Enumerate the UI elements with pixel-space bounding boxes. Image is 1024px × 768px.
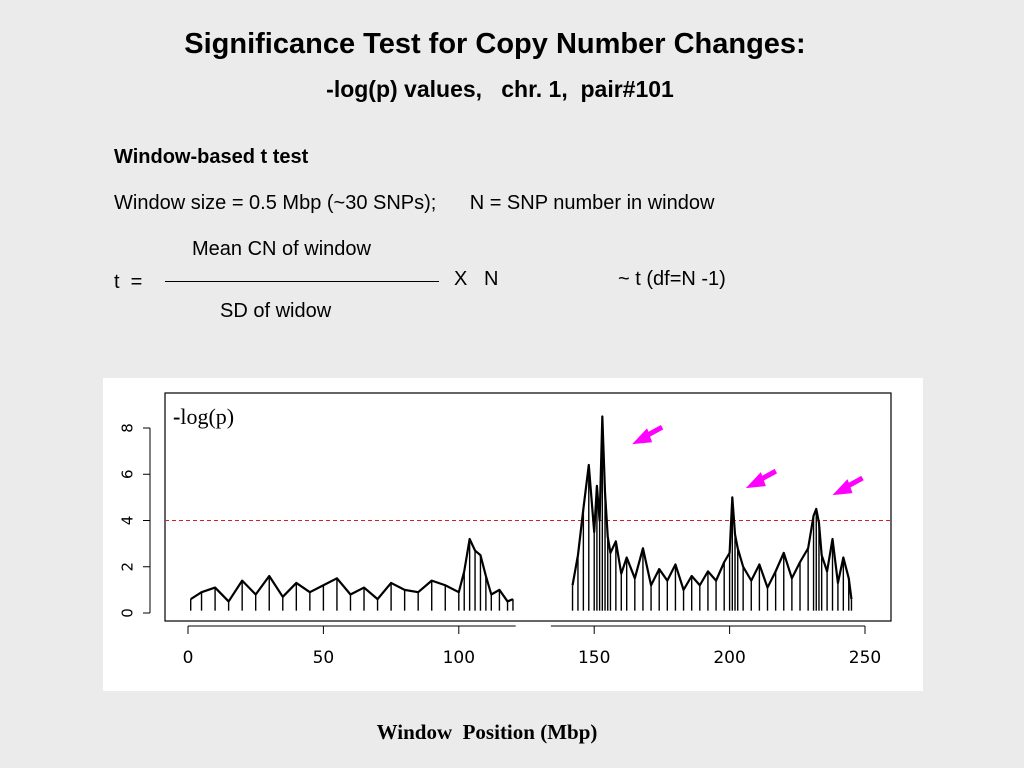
- formula-lhs: t =: [114, 271, 143, 293]
- formula-distribution: ~ t (df=N -1): [618, 268, 726, 290]
- x-tick-label: 150: [578, 648, 610, 668]
- page-subtitle: -log(p) values, chr. 1, pair#101: [326, 76, 674, 102]
- fraction-bar: [165, 281, 439, 282]
- highlight-arrow-head-0: [632, 428, 653, 445]
- y-tick-label: 2: [119, 562, 137, 572]
- plot-panel: 0 2 4 6 8 0 50 100 150 200 250 -log(p): [103, 378, 923, 691]
- formula-denominator: SD of widow: [220, 300, 332, 322]
- window-size-text: Window size = 0.5 Mbp (~30 SNPs); N = SN…: [114, 192, 715, 214]
- x-tick-label: 100: [443, 648, 475, 668]
- x-tick-label: 200: [713, 648, 745, 668]
- x-tick-label: 0: [183, 648, 194, 668]
- highlight-arrow-head-2: [832, 479, 853, 496]
- chart-annotation: -log(p): [173, 404, 234, 429]
- signal-series-0-segment-1: [571, 415, 853, 600]
- significance-chart: 0 2 4 6 8 0 50 100 150 200 250 -log(p): [119, 392, 892, 668]
- page-title: Significance Test for Copy Number Change…: [184, 28, 806, 60]
- section-heading: Window-based t test: [114, 146, 309, 168]
- y-tick-label: 6: [119, 469, 137, 479]
- highlight-arrow-head-1: [745, 472, 766, 489]
- formula-numerator: Mean CN of window: [192, 238, 371, 260]
- x-tick-label: 250: [849, 648, 881, 668]
- x-tick-label: 50: [313, 648, 335, 668]
- formula-multiplier: X N: [454, 268, 499, 290]
- y-tick-label: 0: [119, 608, 137, 618]
- plot-frame: [164, 392, 892, 622]
- signal-series-0-segment-0: [190, 537, 514, 603]
- y-tick-label: 4: [119, 516, 137, 526]
- y-tick-label: 8: [119, 423, 137, 433]
- x-axis-label: Window Position (Mbp): [376, 720, 598, 744]
